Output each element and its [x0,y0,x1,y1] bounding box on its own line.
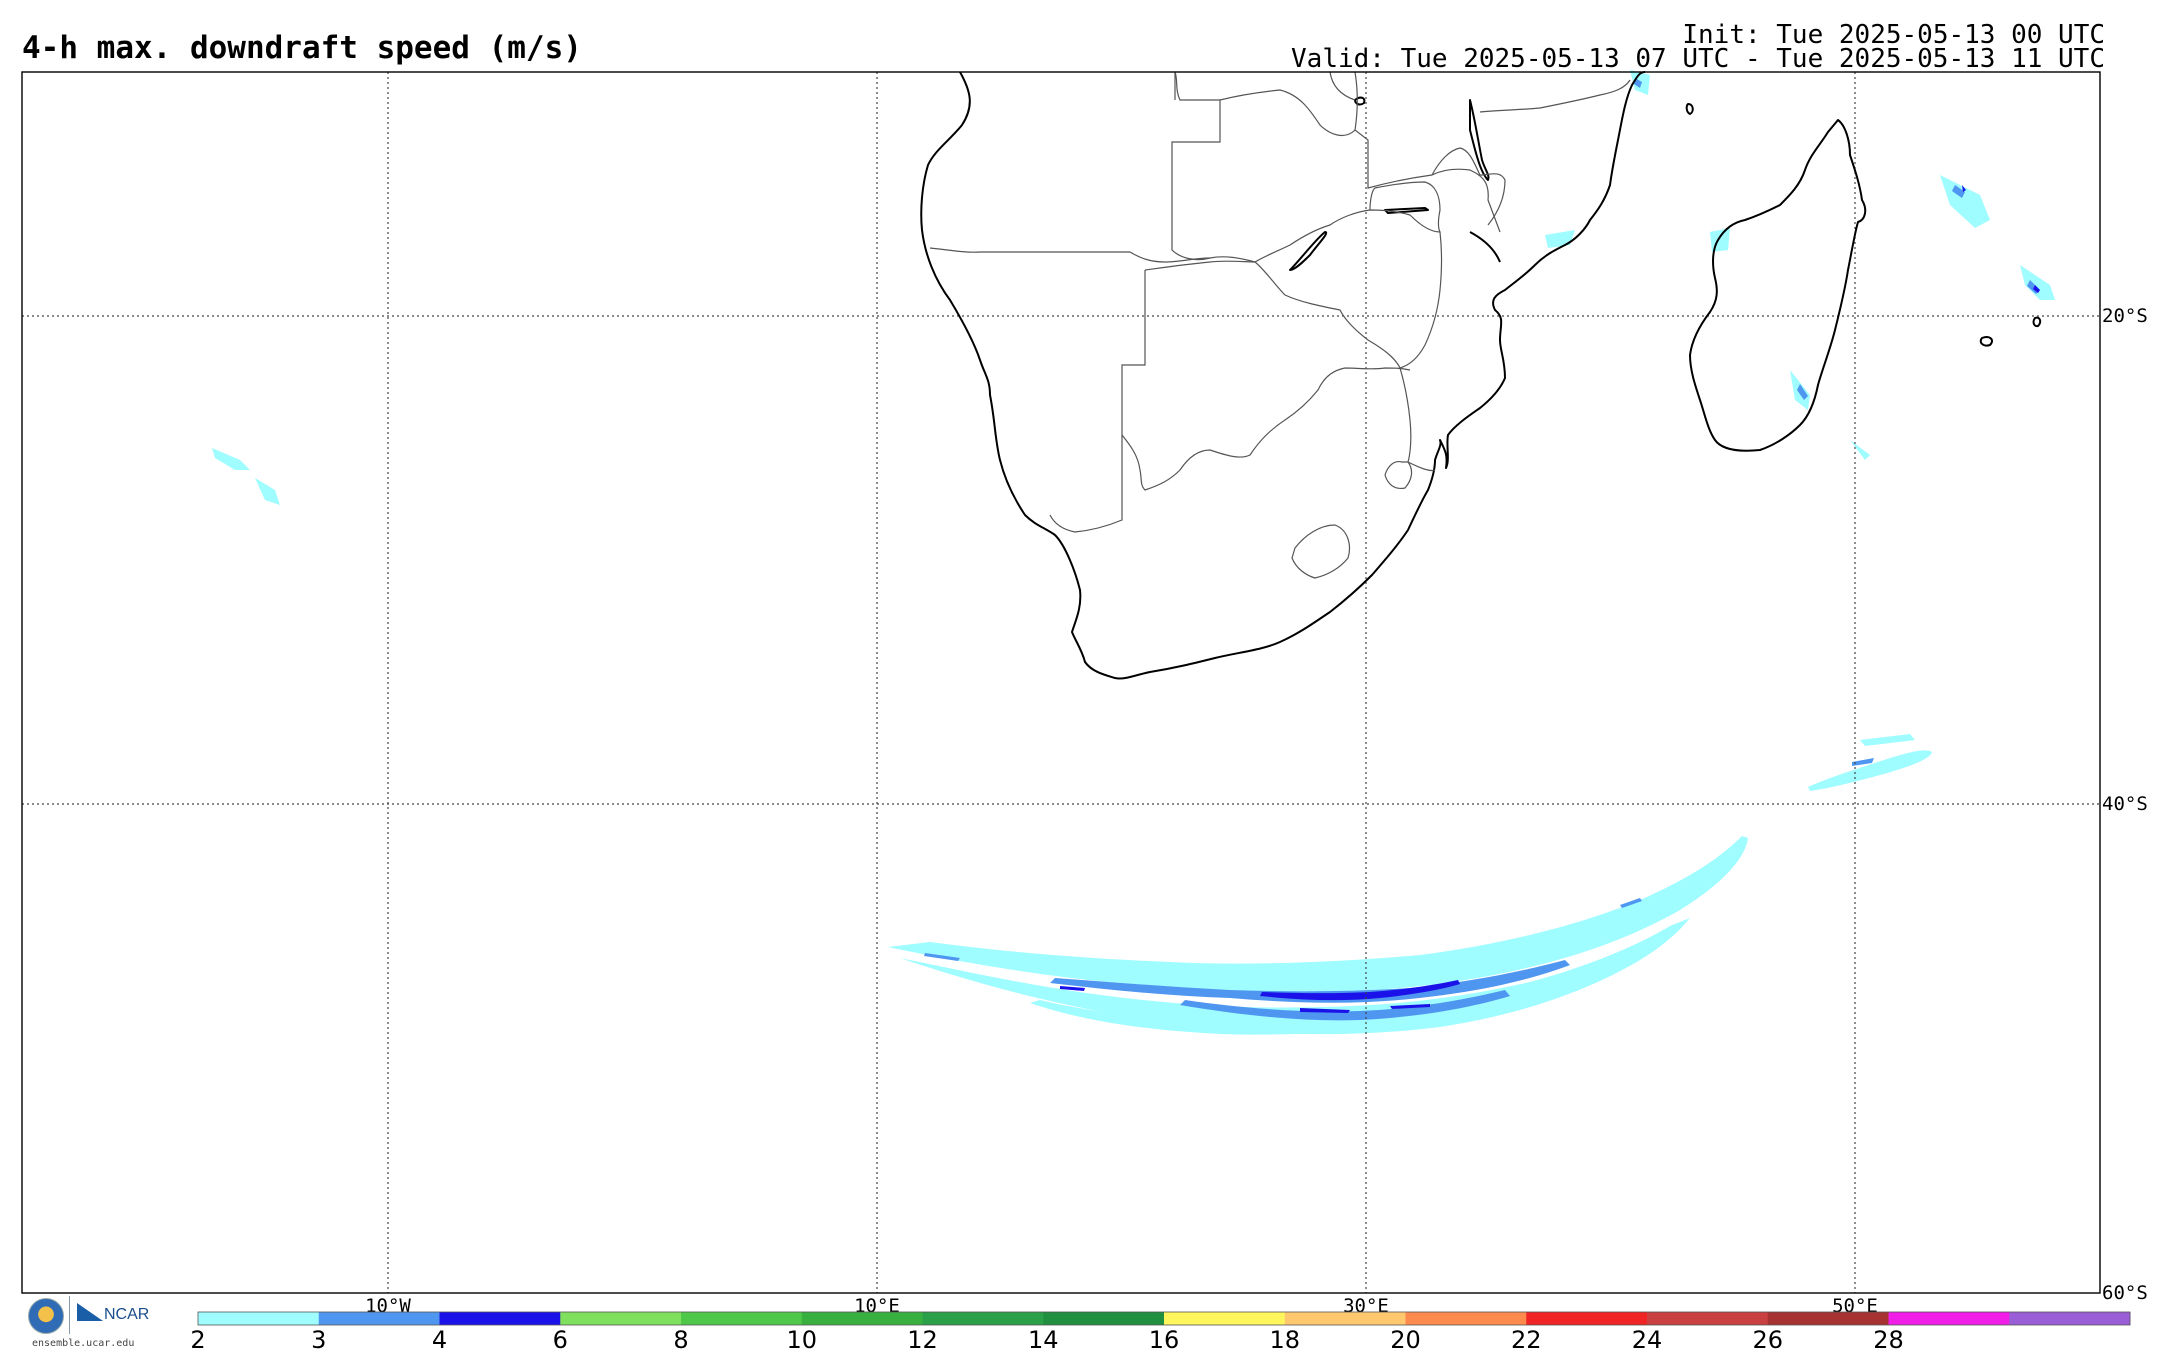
border-botswana-sa [1121,367,1411,491]
border-lesotho [1291,524,1351,579]
border-swaziland [1384,460,1413,490]
ncar-logo-icon [77,1303,103,1321]
downdraft-scattered [212,70,2055,505]
downdraft-streak-3 [1390,1004,1430,1009]
downdraft-scattered-medium [1634,78,2040,400]
meridian-label-10e: 10°E [854,1295,900,1317]
downdraft-cell-se-core [1852,758,1874,766]
graticule [22,72,2100,1293]
colorbar-label: 16 [1149,1326,1180,1354]
border-angola-namibia [929,247,1211,263]
parallel-label-40s: 40°S [2102,793,2148,815]
plot-frame [21,71,2101,1294]
coastlines [920,71,2042,680]
downdraft-streak-1 [1300,1008,1350,1013]
axis-labels: 10°W 10°E 30°E 50°E 20°S 40°S 60°S [365,305,2148,1317]
colorbar-label: 22 [1511,1326,1542,1354]
colorbar-swatch [681,1312,803,1325]
colorbar-label: 26 [1752,1326,1783,1354]
colorbar-swatch [439,1312,561,1325]
colorbar-frame [197,1311,2131,1326]
downdraft-band-light-outer [900,918,1690,1035]
logo-divider [69,1296,70,1334]
downdraft-streak-2 [1060,986,1085,991]
border-tanzania-mozambique [1479,79,1631,113]
colorbar-label: 14 [1028,1326,1059,1354]
border-mozambique-sa [1399,367,1412,463]
colorbar-label: 10 [786,1326,817,1354]
downdraft-band-dark [1260,980,1460,1001]
colorbar-swatch [318,1312,440,1325]
downdraft-streak-4 [924,953,960,961]
colorbar-swatch [1647,1312,1769,1325]
colorbar-swatch [198,1312,320,1325]
colorbar-label: 12 [907,1326,938,1354]
parallel-label-60s: 60°S [2102,1282,2148,1304]
logo-block: NCAR ensemble.ucar.edu [22,1296,162,1354]
valid-time: Valid: Tue 2025-05-13 07 UTC - Tue 2025-… [1291,44,2105,74]
downdraft-scattered-dark [1962,185,2040,293]
downdraft-band-tail [1030,1000,1400,1035]
lake-victoria-shore [1354,96,1366,106]
border-sa-mozambique-coast [1407,461,1436,472]
parallel-label-20s: 20°S [2102,305,2148,327]
map-title: 4-h max. downdraft speed (m/s) [22,30,582,66]
reunion-island [1979,336,1993,347]
downdraft-cell-se [1808,750,1932,791]
border-caprivi [1144,260,1401,369]
colorbar-label: 2 [190,1326,205,1354]
colorbar-swatch [1405,1312,1527,1325]
border-malawi-mozambique [1431,147,1506,226]
ncar-label: NCAR [104,1306,150,1323]
border-drc-zambia [1174,72,1356,137]
downdraft-band-medium-2 [1180,990,1510,1021]
colorbar-swatch [801,1312,923,1325]
country-borders [929,71,1631,579]
website-label: ensemble.ucar.edu [32,1338,135,1349]
meridian-label-30e: 30°E [1343,1295,1389,1317]
border-angola-zambia [1171,71,1256,263]
border-zimbabwe-mozambique [1369,181,1441,233]
mauritius-island [2032,316,2042,328]
colorbar-label: 8 [673,1326,688,1354]
colorbar-swatch [1284,1312,1406,1325]
border-zambia-malawi [1354,71,1501,233]
colorbar-label: 20 [1390,1326,1421,1354]
colorbar-swatch [922,1312,1044,1325]
downdraft-band-light [888,836,1748,993]
lake-kariba [1289,231,1328,271]
colorbar-swatch [1888,1312,2010,1325]
colorbar-swatch [1767,1312,1889,1325]
init-time: Init: Tue 2025-05-13 00 UTC [1682,20,2105,50]
meridian-label-10w: 10°W [365,1295,411,1317]
colorbar-label: 24 [1632,1326,1663,1354]
colorbar-swatch [560,1312,682,1325]
colorbar-label: 4 [432,1326,447,1354]
lake-malawi [1469,99,1490,181]
colorbar: 2 3 4 6 8 10 12 14 16 18 20 22 24 26 28 [190,1311,2131,1354]
madagascar-coastline [1689,119,1867,452]
comoros-island [1685,103,1694,115]
lake-cahora [1384,207,1429,214]
downdraft-streak-5 [1620,898,1642,908]
colorbar-swatch [1043,1312,1165,1325]
downdraft-band-medium [1050,960,1570,1003]
colorbar-swatch [2009,1312,2131,1325]
downdraft-cell-se-top [1860,734,1915,746]
colorbar-label: 28 [1873,1326,1904,1354]
border-zambia-zimbabwe [1254,209,1443,369]
colorbar-label: 3 [311,1326,326,1354]
nsf-logo-icon [28,1298,64,1334]
colorbar-label: 6 [553,1326,568,1354]
africa-coastline [920,71,1646,680]
colorbar-label: 18 [1269,1326,1300,1354]
mozambique-inland-coast [1469,231,1501,263]
colorbar-swatch [1164,1312,1286,1325]
colorbar-swatch [1526,1312,1648,1325]
border-drc-tanzania [1329,71,1356,101]
downdraft-shading [212,70,2055,1035]
border-namibia-botswana [1049,270,1146,533]
meridian-label-50e: 50°E [1832,1295,1878,1317]
